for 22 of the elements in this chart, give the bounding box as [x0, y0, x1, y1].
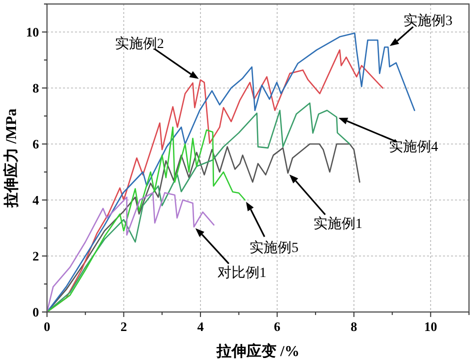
- y-tick-label: 6: [32, 136, 40, 152]
- y-axis-title: 拉伸应力 /MPa: [2, 108, 20, 208]
- x-tick-label: 10: [424, 319, 438, 334]
- text: 实施例5: [249, 240, 298, 256]
- y-tick-label: 8: [32, 80, 40, 96]
- x-axis-title: 拉伸应变 /%: [216, 342, 300, 360]
- x-tick-label: 6: [274, 319, 281, 334]
- y-tick-label: 2: [32, 248, 39, 264]
- text: 对比例1: [217, 264, 266, 281]
- x-tick-label: 0: [44, 319, 50, 334]
- y-tick-label: 10: [26, 24, 39, 40]
- x-tick-label: 8: [350, 319, 358, 334]
- series-label: 实施例3: [404, 13, 453, 30]
- line-series: [46, 126, 246, 313]
- x-tick-label: 2: [120, 319, 127, 334]
- y-tick-label: 0: [32, 304, 39, 320]
- line-series: [46, 192, 215, 313]
- x-tick-label: 4: [197, 319, 204, 334]
- text: 实施例1: [313, 216, 362, 232]
- text: 实施例4: [389, 139, 438, 156]
- y-tick-label: 4: [32, 192, 40, 208]
- text: 实施例2: [114, 36, 164, 52]
